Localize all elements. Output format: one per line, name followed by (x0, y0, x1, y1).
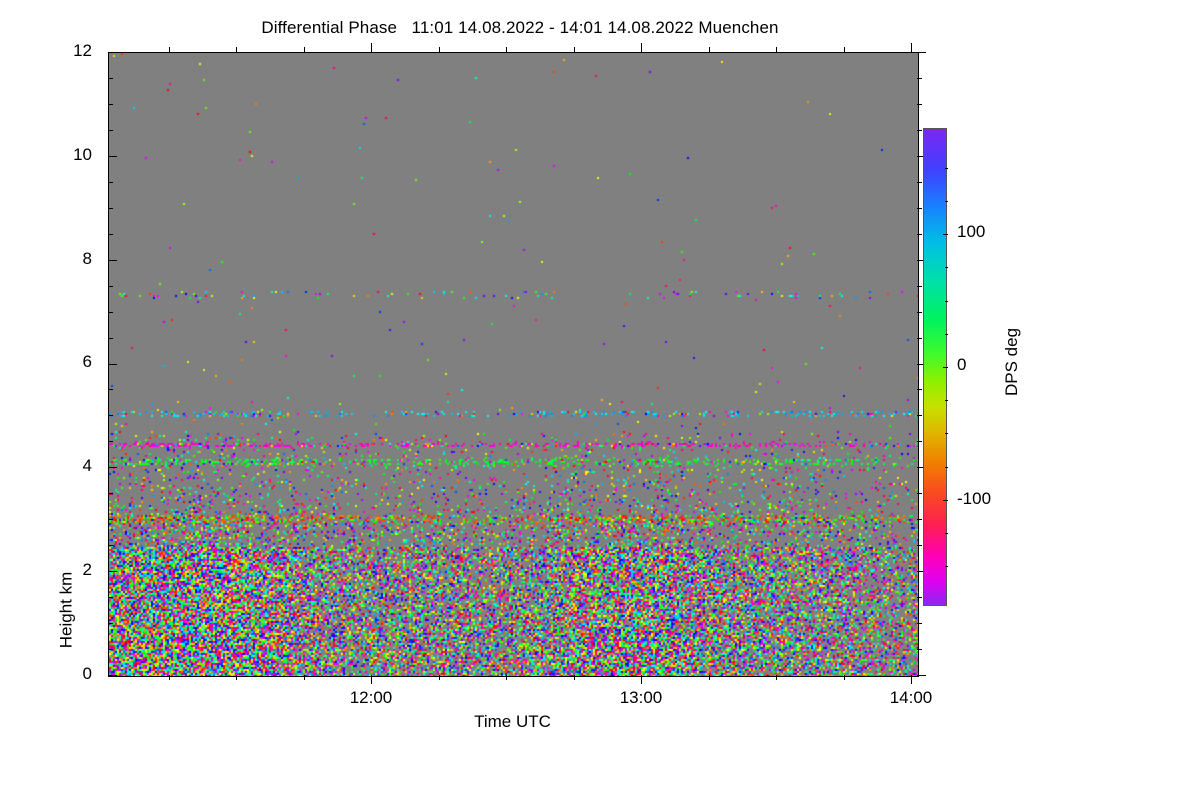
heatmap-plot-area (108, 52, 919, 677)
x-tick-label-1200: 12:00 (349, 688, 393, 707)
colorbar-major-tick (943, 234, 948, 235)
y-axis-title: Height km (56, 571, 76, 649)
x-major-tick (371, 43, 372, 52)
y-tick-label-12: 12 (73, 41, 92, 60)
colorbar-wrap (923, 128, 948, 606)
y-tick-label-0: 0 (82, 664, 92, 683)
colorbar-title-wrap: DPS deg (1000, 310, 1060, 430)
colorbar-minor-tick (945, 433, 948, 434)
y-axis-title-wrap: Height km (40, 300, 100, 649)
x-major-tick (911, 43, 912, 52)
colorbar-minor-tick (945, 566, 948, 567)
x-major-tick (641, 43, 642, 52)
x-tick-label-1400: 14:00 (889, 688, 933, 707)
colorbar-minor-tick (945, 400, 948, 401)
colorbar-minor-tick (945, 201, 948, 202)
colorbar-minor-tick (945, 301, 948, 302)
colorbar-tick-label-0: 0 (957, 355, 967, 374)
heatmap-data-canvas (109, 53, 918, 676)
y-tick-label-6: 6 (82, 352, 92, 371)
x-tick-label-1300: 13:00 (619, 688, 663, 707)
colorbar-minor-tick (945, 467, 948, 468)
colorbar-minor-tick (945, 168, 948, 169)
colorbar-minor-tick (945, 533, 948, 534)
y-tick-label-2: 2 (82, 560, 92, 579)
y-tick-label-10: 10 (73, 145, 92, 164)
colorbar-title: DPS deg (1002, 327, 1022, 397)
colorbar-minor-tick (945, 334, 948, 335)
colorbar-major-tick (943, 367, 948, 368)
y-tick-label-8: 8 (82, 249, 92, 268)
colorbar-minor-tick (945, 267, 948, 268)
page-title: Differential Phase 11:01 14.08.2022 - 14… (261, 18, 779, 37)
colorbar-tick-label-100: 100 (957, 222, 986, 241)
y-tick-label-4: 4 (82, 456, 92, 475)
x-axis-title: Time UTC (474, 712, 551, 731)
colorbar-tick-label-neg100: -100 (957, 489, 992, 508)
colorbar-major-tick (943, 500, 948, 501)
